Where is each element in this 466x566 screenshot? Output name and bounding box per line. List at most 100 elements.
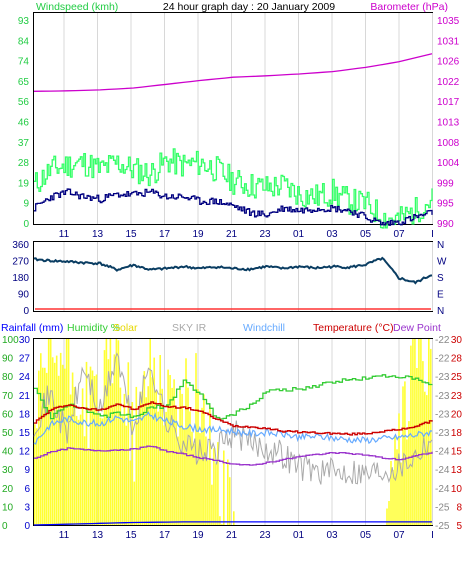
solar-bar xyxy=(75,415,78,525)
legend-item: Dew Point xyxy=(393,322,441,334)
solar-bar xyxy=(107,359,110,525)
humidity-tick-label: 60 xyxy=(2,409,14,420)
solar-bar xyxy=(219,516,221,525)
solar-bar xyxy=(129,460,132,525)
solar-bar xyxy=(193,443,195,525)
solar-bar xyxy=(175,406,177,525)
temperature-x-tick-label: 19 xyxy=(192,530,204,541)
barometer-tick-label: 995 xyxy=(437,199,454,210)
solar-bar xyxy=(386,508,388,525)
solar-bar xyxy=(49,339,52,525)
solar-bar xyxy=(123,393,126,525)
wind-x-tick-label: 23 xyxy=(259,229,271,240)
solar-bar xyxy=(61,364,64,525)
solar-bar xyxy=(207,460,209,525)
wind-gust-line xyxy=(34,188,433,226)
temperature-tick-label: 5 xyxy=(456,521,462,532)
solar-bar xyxy=(416,368,418,525)
temperature-tick-label: 15 xyxy=(451,447,463,458)
humidity-tick-label: 80 xyxy=(2,372,14,383)
temperature-x-tick-label: I xyxy=(431,530,434,541)
solar-bar xyxy=(183,428,185,525)
temperature-x-tick-label: 21 xyxy=(226,530,238,541)
sky-ir-tick-label: -22 xyxy=(435,335,450,346)
solar-bar xyxy=(181,393,183,525)
solar-bar xyxy=(213,448,215,525)
solar-bar xyxy=(127,362,130,525)
barometer-tick-label: 1035 xyxy=(437,16,460,27)
temperature-x-tick-label: 13 xyxy=(92,530,104,541)
sky-ir-tick-label: -25 xyxy=(435,502,450,513)
solar-bar xyxy=(151,377,153,525)
direction-panel-series xyxy=(33,256,433,310)
solar-bar xyxy=(177,436,179,525)
rainfall-tick-label: 18 xyxy=(19,409,31,420)
solar-bar xyxy=(105,339,108,525)
windspeed-tick-label: 46 xyxy=(18,118,30,129)
sky-ir-tick-label: -25 xyxy=(435,521,450,532)
rainfall-tick-label: 15 xyxy=(19,428,31,439)
solar-bar xyxy=(143,371,146,525)
sky-ir-line xyxy=(33,352,433,485)
solar-bar xyxy=(119,387,122,525)
temperature-tick-label: 25 xyxy=(451,372,463,383)
solar-bar xyxy=(81,388,84,525)
solar-bar xyxy=(169,375,171,525)
sky-ir-tick-label: -23 xyxy=(435,428,450,439)
barometer-tick-label: 1026 xyxy=(437,57,460,68)
solar-bar xyxy=(426,395,428,525)
solar-bar xyxy=(424,391,426,525)
windspeed-tick-label: 93 xyxy=(18,16,30,27)
solar-bar xyxy=(185,358,187,525)
solar-bar xyxy=(215,463,217,525)
solar-bar xyxy=(73,387,76,525)
solar-bar xyxy=(217,442,219,525)
temperature-tick-label: 8 xyxy=(456,502,462,513)
temperature-tick-label: 18 xyxy=(451,428,463,439)
solar-bar xyxy=(42,367,44,525)
solar-bar xyxy=(137,420,140,525)
humidity-tick-label: 40 xyxy=(2,447,14,458)
windspeed-tick-label: 56 xyxy=(18,97,30,108)
wind-x-tick-label: 11 xyxy=(59,229,70,240)
solar-bar xyxy=(111,383,114,525)
solar-bar xyxy=(171,387,173,525)
rainfall-tick-label: 9 xyxy=(24,465,30,476)
windspeed-tick-label: 28 xyxy=(18,158,30,169)
solar-bar xyxy=(87,448,90,525)
temperature-tick-label: 23 xyxy=(451,391,463,402)
wind-panel-series xyxy=(33,53,433,229)
solar-bar xyxy=(135,386,138,525)
sky-ir-tick-label: -24 xyxy=(435,447,450,458)
barometer-line xyxy=(33,53,433,92)
direction-degree-label: 360 xyxy=(12,240,29,251)
barometer-axis-ticks: 1035 1031 1026 1022 1017 1013 1008 1004 999 995 99… xyxy=(437,16,460,230)
solar-bar xyxy=(44,367,46,525)
wind-direction-line xyxy=(33,256,433,285)
sky-ir-tick-label: -23 xyxy=(435,372,450,383)
solar-bar xyxy=(145,397,147,525)
rainfall-tick-label: 3 xyxy=(24,502,30,513)
wind-x-tick-label: 07 xyxy=(393,229,405,240)
sky-ir-tick-label: -23 xyxy=(435,391,450,402)
humidity-tick-label: 50 xyxy=(2,428,14,439)
solar-bar xyxy=(408,421,410,525)
temperature-tick-label: 20 xyxy=(451,409,463,420)
windspeed-tick-label: 65 xyxy=(18,77,30,88)
direction-degree-label: 270 xyxy=(12,257,29,268)
solar-bar xyxy=(159,355,161,525)
rainfall-tick-label: 6 xyxy=(24,484,30,495)
temperature-tick-label: 30 xyxy=(451,335,463,346)
windspeed-tick-label: 37 xyxy=(18,138,30,149)
solar-bar xyxy=(115,339,118,525)
windspeed-axis-ticks: 93 84 74 65 56 46 37 28 19 9 0 xyxy=(18,16,30,230)
solar-bar xyxy=(117,340,120,525)
solar-bar xyxy=(91,370,94,525)
temperature-panel-legend: Rainfall (mm) Humidity %Solar SKY IR Windch… xyxy=(1,322,441,334)
solar-bar xyxy=(229,477,231,525)
solar-bar xyxy=(153,357,155,525)
humidity-tick-label: 0 xyxy=(2,521,8,532)
solar-bar xyxy=(428,339,430,525)
temperature-x-tick-label: 17 xyxy=(159,530,171,541)
